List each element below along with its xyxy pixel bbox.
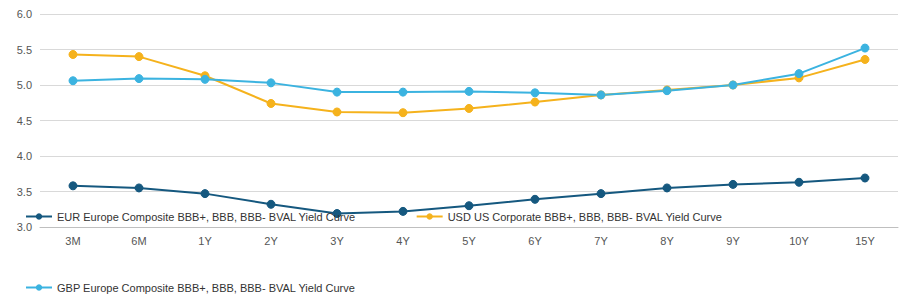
svg-text:4.5: 4.5: [17, 115, 32, 127]
svg-text:USD US Corporate BBB+, BBB, BB: USD US Corporate BBB+, BBB, BBB- BVAL Yi…: [448, 211, 722, 223]
svg-text:9Y: 9Y: [726, 235, 740, 247]
svg-text:5.5: 5.5: [17, 44, 32, 56]
svg-text:3Y: 3Y: [330, 235, 344, 247]
svg-text:8Y: 8Y: [660, 235, 674, 247]
svg-text:1Y: 1Y: [198, 235, 212, 247]
svg-text:6M: 6M: [131, 235, 146, 247]
svg-text:2Y: 2Y: [264, 235, 278, 247]
svg-text:10Y: 10Y: [789, 235, 809, 247]
svg-text:6Y: 6Y: [528, 235, 542, 247]
svg-text:GBP Europe Composite BBB+, BBB: GBP Europe Composite BBB+, BBB, BBB- BVA…: [57, 282, 355, 294]
svg-text:6.0: 6.0: [17, 8, 32, 20]
svg-text:3.0: 3.0: [17, 221, 32, 233]
svg-text:3.5: 3.5: [17, 186, 32, 198]
svg-text:15Y: 15Y: [855, 235, 875, 247]
svg-text:5.0: 5.0: [17, 79, 32, 91]
svg-text:7Y: 7Y: [594, 235, 608, 247]
svg-text:3M: 3M: [65, 235, 80, 247]
svg-text:4.0: 4.0: [17, 150, 32, 162]
svg-text:4Y: 4Y: [396, 235, 410, 247]
svg-text:5Y: 5Y: [462, 235, 476, 247]
svg-text:EUR Europe Composite BBB+, BBB: EUR Europe Composite BBB+, BBB, BBB- BVA…: [57, 211, 355, 223]
